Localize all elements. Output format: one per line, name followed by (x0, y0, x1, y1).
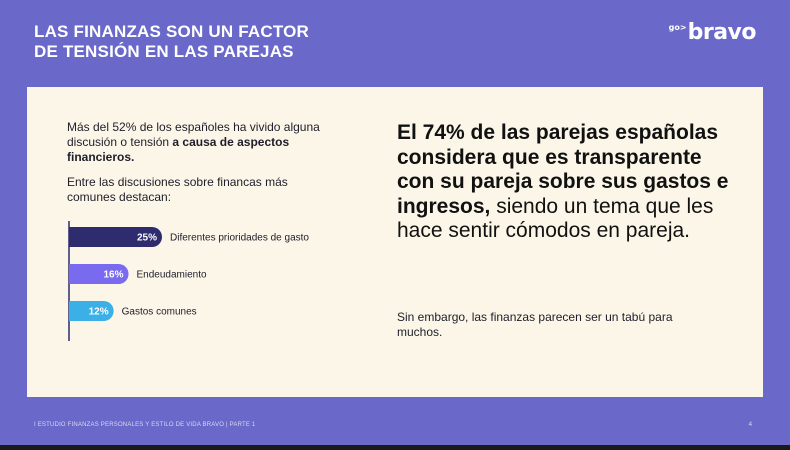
intro-text: Más del 52% de los españoles ha vivido a… (67, 120, 332, 165)
bottom-bar (0, 445, 790, 450)
chart-intro-text: Entre las discusiones sobre financas más… (67, 175, 288, 204)
headline-bold: El 74% de las parejas españolas consider… (397, 121, 729, 218)
bar-category-label: Diferentes prioridades de gasto (170, 233, 309, 244)
bar-value-label: 16% (104, 270, 124, 281)
intro-bold: a causa de aspectos financieros. (67, 135, 290, 164)
bar-category-label: Endeudamiento (137, 270, 207, 281)
bar-2 (69, 264, 129, 284)
logo-text: bravo (687, 20, 757, 45)
bar-3 (69, 301, 114, 321)
bar-1 (69, 227, 162, 247)
bar-chart: 25% Diferentes prioridades de gasto 16% End… (68, 221, 309, 341)
intro-plain: Más del 52% de los españoles ha vivido a… (67, 120, 320, 149)
page-number: 4 (748, 422, 752, 428)
bar-category-label: Gastos comunes (122, 307, 197, 318)
headline: El 74% de las parejas españolas consider… (397, 121, 737, 244)
content-panel: Más del 52% de los españoles ha vivido a… (27, 87, 763, 397)
logo-prefix: go> (668, 23, 687, 32)
bar-value-label: 12% (89, 307, 109, 318)
page-title: LAS FINANZAS SON UN FACTOR DE TENSIÓN EN… (34, 22, 309, 62)
chart-bars: 25% Diferentes prioridades de gasto 16% End… (69, 227, 309, 321)
bravo-logo: go>bravo (668, 20, 757, 45)
headline-plain: siendo un tema que les hace sentir cómod… (397, 194, 714, 243)
note-text: Sin embargo, las finanzas parecen ser un… (397, 310, 673, 339)
title-line-1: LAS FINANZAS SON UN FACTOR (34, 22, 310, 41)
footer-text: I ESTUDIO FINANZAS PERSONALES Y ESTILO D… (34, 422, 256, 428)
bar-value-label: 25% (137, 233, 157, 244)
title-line-2: DE TENSIÓN EN LAS PAREJAS (34, 42, 294, 61)
